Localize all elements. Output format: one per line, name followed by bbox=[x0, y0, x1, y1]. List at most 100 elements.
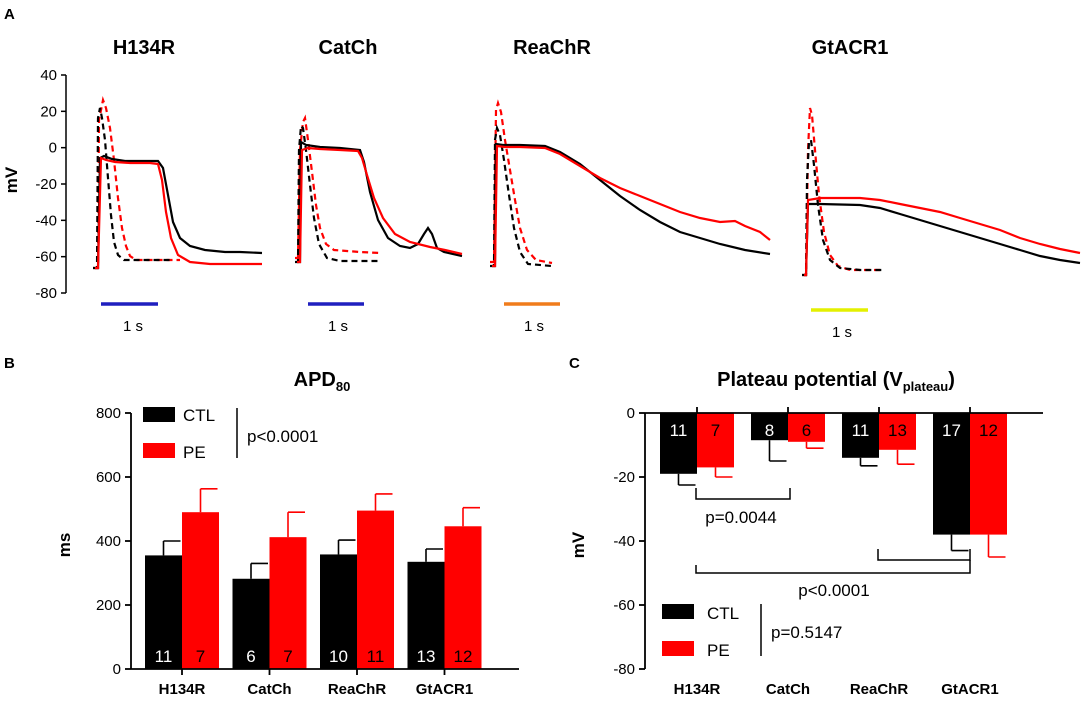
y-tick-label-a: -80 bbox=[35, 285, 57, 302]
y-tick-label: -40 bbox=[613, 533, 635, 550]
bar-ctl-h134r bbox=[145, 555, 182, 669]
traces-catch bbox=[295, 114, 463, 264]
x-category-label: CatCh bbox=[766, 681, 810, 698]
y-axis-title-b: ms bbox=[55, 533, 74, 558]
bar-ctl-h134r bbox=[660, 413, 697, 474]
bar-pe-reachr bbox=[357, 510, 394, 669]
trace-catch-ctl-dashed bbox=[295, 123, 380, 264]
y-axis-title-a: mV bbox=[2, 166, 21, 193]
bar-ctl-gtacr1 bbox=[933, 413, 970, 535]
y-tick-label: -80 bbox=[613, 661, 635, 678]
y-tick-label: 400 bbox=[96, 533, 121, 550]
y-tick-label-a: 40 bbox=[40, 67, 57, 84]
y-tick-label: 600 bbox=[96, 469, 121, 486]
stat-label-b: p<0.0001 bbox=[247, 427, 318, 446]
bar-ctl-catch bbox=[232, 578, 270, 669]
chart-title-c-sub: plateau bbox=[903, 379, 949, 394]
chart-title-c-main: Plateau potential (V bbox=[717, 369, 903, 391]
bracket-h134r-catch-vs-gtacr1 bbox=[695, 560, 971, 574]
scale-bars: 1 s 1 s 1 s 1 s bbox=[101, 302, 868, 341]
y-axis-a: 40 20 0 -20 -40 -60 -80 bbox=[35, 67, 67, 302]
comparison-brackets: p=0.0044 p<0.0001 bbox=[695, 488, 971, 600]
trace-catch-ctl-solid bbox=[297, 140, 463, 264]
legend-swatch-ctl bbox=[143, 407, 175, 422]
bracket-reachr-gtacr1 bbox=[877, 549, 971, 561]
y-tick-label-a: -20 bbox=[35, 176, 57, 193]
x-category-label: GtACR1 bbox=[941, 681, 999, 698]
y-tick-label-a: 0 bbox=[49, 140, 57, 157]
n-label-ctl: 6 bbox=[246, 647, 255, 666]
scale-label-gtacr1: 1 s bbox=[832, 324, 852, 341]
n-label-ctl: 11 bbox=[852, 421, 870, 440]
chart-title-c-end: ) bbox=[948, 369, 955, 391]
n-label-pe: 6 bbox=[802, 421, 811, 440]
legend-c: CTL PE p=0.5147 bbox=[662, 604, 842, 660]
n-label-ctl: 17 bbox=[942, 421, 961, 440]
trace-h134r-pe-solid bbox=[95, 156, 262, 270]
x-category-label: CatCh bbox=[247, 681, 291, 698]
y-tick-label: -20 bbox=[613, 469, 635, 486]
bar-pe-gtacr1 bbox=[970, 413, 1007, 535]
trace-title-h134r: H134R bbox=[113, 37, 176, 59]
trace-catch-pe-solid bbox=[297, 146, 463, 264]
bar-ctl-gtacr1 bbox=[407, 561, 445, 669]
y-tick-label-a: -60 bbox=[35, 249, 57, 266]
bar-pe-reachr bbox=[879, 413, 916, 450]
legend-swatch-pe bbox=[143, 443, 175, 458]
panel-c: C Plateau potential (Vplateau) mV 0 -20 -4… bbox=[569, 355, 1043, 698]
n-label-pe: 12 bbox=[454, 647, 473, 666]
bar-ctl-catch bbox=[751, 413, 788, 441]
trace-title-gtacr1: GtACR1 bbox=[812, 37, 889, 59]
trace-title-reachr: ReaChR bbox=[513, 37, 591, 59]
trace-reachr-ctl-solid bbox=[492, 142, 771, 268]
traces-gtacr1 bbox=[802, 107, 1081, 277]
legend-swatch-ctl-c bbox=[662, 604, 694, 619]
chart-title-c: Plateau potential (Vplateau) bbox=[717, 369, 955, 394]
legend-label-ctl-c: CTL bbox=[707, 604, 739, 623]
trace-h134r-ctl-dashed bbox=[93, 107, 170, 270]
trace-gtacr1-pe-solid bbox=[804, 196, 1081, 277]
y-tick-label: 0 bbox=[113, 661, 121, 678]
scale-label-h134r: 1 s bbox=[123, 318, 143, 335]
n-label-ctl: 8 bbox=[765, 421, 774, 440]
n-label-ctl: 11 bbox=[670, 421, 688, 440]
bar-ctl-reachr bbox=[842, 413, 879, 458]
x-category-label: H134R bbox=[159, 681, 206, 698]
y-tick-label: 800 bbox=[96, 405, 121, 422]
trace-gtacr1-pe-dashed bbox=[802, 107, 880, 277]
x-category-label: ReaChR bbox=[328, 681, 387, 698]
y-tick-label: -60 bbox=[613, 597, 635, 614]
scale-label-reachr: 1 s bbox=[524, 318, 544, 335]
panel-label-c: C bbox=[569, 355, 580, 372]
x-category-label: GtACR1 bbox=[416, 681, 474, 698]
y-tick-label: 0 bbox=[627, 405, 635, 422]
n-label-pe: 7 bbox=[283, 647, 292, 666]
y-tick-label-a: 20 bbox=[40, 103, 57, 120]
bar-pe-h134r bbox=[182, 512, 219, 669]
chart-title-b-sub: 80 bbox=[336, 379, 350, 394]
n-label-pe: 7 bbox=[711, 421, 720, 440]
bar-chart-b: 0 200 400 600 800 11 7 H134R 6 7 CatCh 10 11 ReaChR 13… bbox=[96, 405, 519, 698]
stat-label-bracket-1: p=0.0044 bbox=[705, 508, 776, 527]
trace-reachr-ctl-dashed bbox=[490, 124, 553, 268]
bar-ctl-reachr bbox=[320, 554, 357, 669]
n-label-ctl: 13 bbox=[417, 647, 436, 666]
n-label-pe: 7 bbox=[196, 647, 205, 666]
bar-pe-catch bbox=[788, 413, 825, 442]
n-label-pe: 13 bbox=[888, 421, 907, 440]
panel-label-a: A bbox=[4, 6, 15, 23]
y-axis-title-c: mV bbox=[569, 531, 588, 558]
panel-a: A H134R CatCh ReaChR GtACR1 mV 40 20 0 -20 -… bbox=[2, 6, 1081, 341]
trace-gtacr1-ctl-dashed bbox=[802, 137, 882, 277]
scale-label-catch: 1 s bbox=[328, 318, 348, 335]
trace-reachr-pe-solid bbox=[492, 144, 771, 268]
legend-label-pe-c: PE bbox=[707, 641, 730, 660]
trace-h134r-ctl-solid bbox=[95, 154, 263, 270]
stat-label-c: p=0.5147 bbox=[771, 623, 842, 642]
trace-title-catch: CatCh bbox=[319, 37, 378, 59]
bar-pe-h134r bbox=[697, 413, 734, 468]
bar-chart-c: 0 -20 -40 -60 -80 11 7 H134R 8 6 CatCh 11 13 ReaChR 17… bbox=[613, 405, 1043, 698]
n-label-ctl: 11 bbox=[155, 647, 173, 666]
y-tick-label-a: -40 bbox=[35, 212, 57, 229]
